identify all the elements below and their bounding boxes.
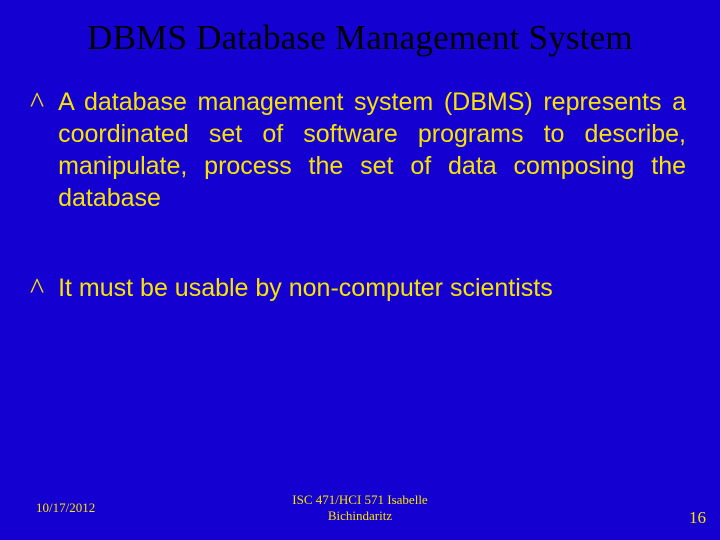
footer-center-line2: Bichindaritz — [292, 508, 427, 524]
bullet-text: A database management system (DBMS) repr… — [58, 86, 686, 214]
list-item: ^ A database management system (DBMS) re… — [30, 86, 686, 214]
footer-date: 10/17/2012 — [36, 500, 95, 516]
slide-footer: 10/17/2012 ISC 471/HCI 571 Isabelle Bich… — [0, 490, 720, 530]
page-number: 16 — [689, 508, 706, 528]
footer-center: ISC 471/HCI 571 Isabelle Bichindaritz — [292, 492, 427, 525]
aries-icon: ^ — [30, 274, 44, 304]
slide: DBMS Database Management System ^ A data… — [0, 0, 720, 540]
footer-center-line1: ISC 471/HCI 571 Isabelle — [292, 492, 427, 508]
bullet-text: It must be usable by non-computer scient… — [58, 272, 686, 304]
list-item: ^ It must be usable by non-computer scie… — [30, 272, 686, 304]
aries-icon: ^ — [30, 88, 44, 118]
bullet-list: ^ A database management system (DBMS) re… — [24, 86, 696, 304]
slide-title: DBMS Database Management System — [24, 18, 696, 58]
